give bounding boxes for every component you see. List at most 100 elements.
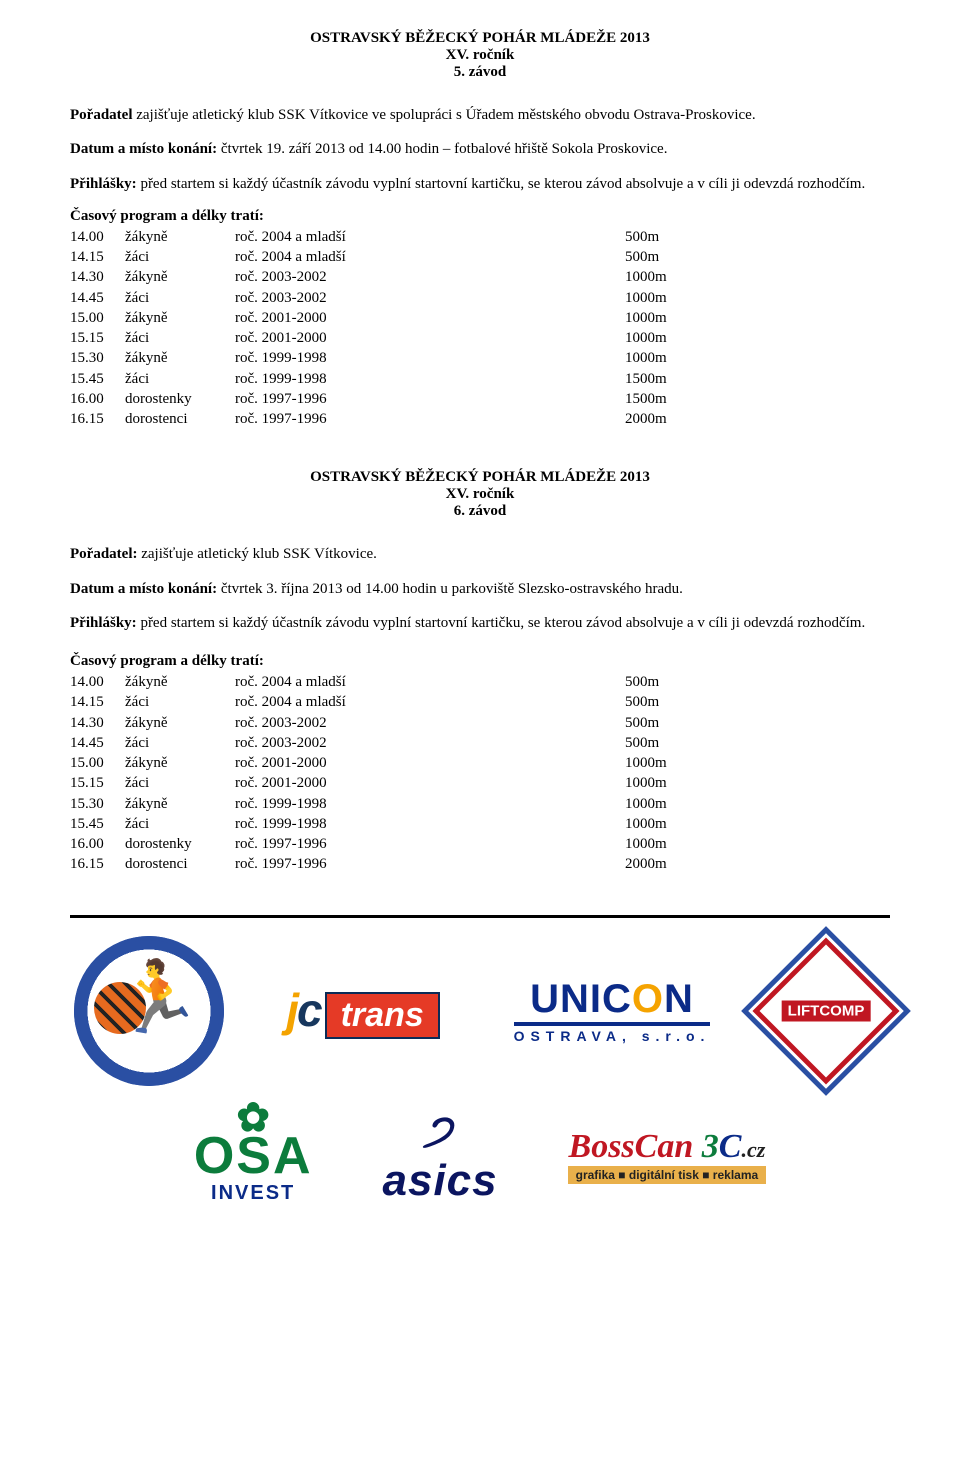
table-row: 14.15žáciroč. 2004 a mladší500m: [70, 247, 705, 267]
liftcomp-text: LIFTCOMP: [782, 1000, 871, 1021]
race5-datetime: Datum a místo konání: čtvrtek 19. září 2…: [70, 139, 890, 159]
jctrans-text: jctrans: [286, 983, 440, 1039]
table-row: 16.00dorostenkyroč. 1997-19961500m: [70, 389, 705, 409]
cell-category: žáci: [125, 692, 235, 712]
cell-time: 15.45: [70, 369, 125, 389]
cell-category: žáci: [125, 369, 235, 389]
race6-organizer: Pořadatel: zajišťuje atletický klub SSK …: [70, 544, 890, 564]
cell-time: 14.15: [70, 692, 125, 712]
table-row: 15.45žáciroč. 1999-19981500m: [70, 369, 705, 389]
cell-distance: 500m: [625, 713, 705, 733]
logo-unicon: UNICON OSTRAVA, s.r.o.: [502, 977, 722, 1044]
logo-bosscan: BossCan 3C.cz grafika ■ digitální tisk ■…: [568, 1128, 767, 1184]
cell-time: 14.00: [70, 672, 125, 692]
cell-year: roč. 1999-1998: [235, 369, 625, 389]
cell-category: žáci: [125, 814, 235, 834]
cell-category: žákyně: [125, 267, 235, 287]
table-row: 14.45žáciroč. 2003-20021000m: [70, 288, 705, 308]
cell-year: roč. 2003-2002: [235, 267, 625, 287]
bosscan-cz: .cz: [741, 1137, 765, 1162]
document-page: OSTRAVSKÝ BĚŽECKÝ POHÁR MLÁDEŽE 2013 XV.…: [0, 0, 960, 1246]
race5-signup: Přihlášky: před startem si každý účastní…: [70, 174, 890, 194]
race5-schedule-label: Časový program a délky tratí:: [70, 208, 890, 225]
cell-time: 16.00: [70, 389, 125, 409]
table-row: 15.30žákyněroč. 1999-19981000m: [70, 794, 705, 814]
asics-swirl-icon: ੭: [423, 1106, 452, 1156]
cell-year: roč. 1997-1996: [235, 834, 625, 854]
bosscan-sub: grafika ■ digitální tisk ■ reklama: [568, 1166, 767, 1184]
cell-time: 14.00: [70, 227, 125, 247]
organizer-text: zajišťuje atletický klub SSK Vítkovice.: [137, 546, 376, 562]
cell-category: dorostenky: [125, 834, 235, 854]
cell-time: 16.15: [70, 409, 125, 429]
cell-time: 16.15: [70, 854, 125, 874]
asics-text: asics: [383, 1156, 498, 1206]
cell-category: žáci: [125, 247, 235, 267]
cell-time: 15.45: [70, 814, 125, 834]
cell-category: žákyně: [125, 672, 235, 692]
cell-category: žákyně: [125, 227, 235, 247]
cell-category: žákyně: [125, 753, 235, 773]
race6-schedule-table: 14.00žákyněroč. 2004 a mladší500m14.15žá…: [70, 672, 705, 875]
sport-badge-icon: 🏃: [74, 936, 224, 1086]
cell-distance: 1000m: [625, 794, 705, 814]
logo-sportovni-gymnazium: 🏃: [74, 936, 224, 1086]
table-row: 14.30žákyněroč. 2003-2002500m: [70, 713, 705, 733]
race5-organizer: Pořadatel zajišťuje atletický klub SSK V…: [70, 105, 890, 125]
race6-title-block: OSTRAVSKÝ BĚŽECKÝ POHÁR MLÁDEŽE 2013 XV.…: [70, 469, 890, 520]
race6-schedule-label: Časový program a délky tratí:: [70, 653, 890, 670]
logo-osa-invest: ✿ OSA INVEST: [194, 1106, 313, 1205]
datetime-label: Datum a místo konání:: [70, 581, 217, 597]
table-row: 14.30žákyněroč. 2003-20021000m: [70, 267, 705, 287]
cell-year: roč. 2003-2002: [235, 733, 625, 753]
cell-distance: 500m: [625, 672, 705, 692]
cell-distance: 2000m: [625, 854, 705, 874]
signup-label: Přihlášky:: [70, 176, 137, 192]
trans-box: trans: [325, 992, 440, 1039]
cell-category: žáci: [125, 773, 235, 793]
race5-sub2: 5. závod: [70, 64, 890, 81]
cell-distance: 1000m: [625, 753, 705, 773]
bosscan-can: Can: [635, 1128, 694, 1165]
table-row: 14.00žákyněroč. 2004 a mladší500m: [70, 672, 705, 692]
cell-year: roč. 1997-1996: [235, 854, 625, 874]
cell-distance: 500m: [625, 227, 705, 247]
table-row: 15.15žáciroč. 2001-20001000m: [70, 773, 705, 793]
cell-distance: 1000m: [625, 834, 705, 854]
bosscan-title: BossCan 3C.cz: [569, 1128, 766, 1166]
race6-datetime: Datum a místo konání: čtvrtek 3. října 2…: [70, 579, 890, 599]
osa-invest-text: INVEST: [211, 1182, 295, 1205]
logo-jctrans: jctrans: [268, 983, 458, 1039]
race5-title-block: OSTRAVSKÝ BĚŽECKÝ POHÁR MLÁDEŽE 2013 XV.…: [70, 30, 890, 81]
cell-distance: 1000m: [625, 348, 705, 368]
cell-year: roč. 2001-2000: [235, 308, 625, 328]
table-row: 15.30žákyněroč. 1999-19981000m: [70, 348, 705, 368]
cell-distance: 500m: [625, 692, 705, 712]
table-row: 16.15dorostenciroč. 1997-19962000m: [70, 854, 705, 874]
race6-sub2: 6. závod: [70, 503, 890, 520]
bosscan-boss: Boss: [569, 1128, 635, 1165]
cell-time: 14.45: [70, 733, 125, 753]
cell-year: roč. 2004 a mladší: [235, 692, 625, 712]
cell-time: 15.15: [70, 328, 125, 348]
cell-category: žákyně: [125, 794, 235, 814]
unicon-unic: UNIC: [530, 977, 632, 1021]
cell-category: dorostenky: [125, 389, 235, 409]
cell-time: 15.30: [70, 348, 125, 368]
signup-label: Přihlášky:: [70, 615, 137, 631]
race5-title: OSTRAVSKÝ BĚŽECKÝ POHÁR MLÁDEŽE 2013: [70, 30, 890, 47]
cell-year: roč. 1999-1998: [235, 348, 625, 368]
signup-text: před startem si každý účastník závodu vy…: [137, 615, 866, 631]
cell-distance: 1000m: [625, 288, 705, 308]
table-row: 14.45žáciroč. 2003-2002500m: [70, 733, 705, 753]
cell-distance: 2000m: [625, 409, 705, 429]
cell-distance: 500m: [625, 733, 705, 753]
table-row: 14.15žáciroč. 2004 a mladší500m: [70, 692, 705, 712]
cell-time: 14.30: [70, 713, 125, 733]
bosscan-3: 3: [702, 1128, 719, 1165]
race5-schedule-table: 14.00žákyněroč. 2004 a mladší500m14.15žá…: [70, 227, 705, 430]
cell-year: roč. 2003-2002: [235, 713, 625, 733]
cell-year: roč. 1999-1998: [235, 814, 625, 834]
cell-category: žáci: [125, 733, 235, 753]
cell-year: roč. 1999-1998: [235, 794, 625, 814]
